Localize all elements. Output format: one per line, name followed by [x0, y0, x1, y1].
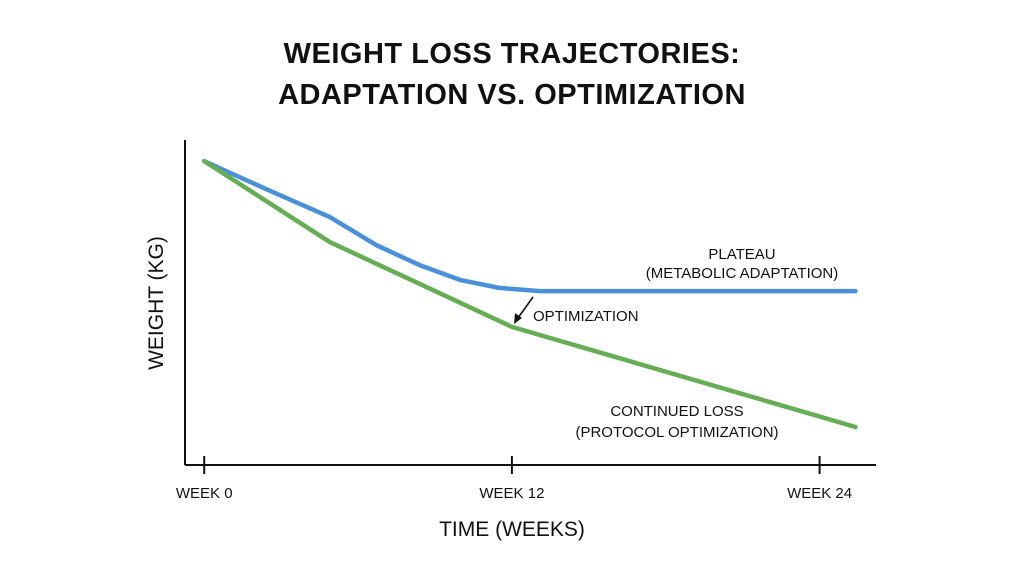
x-axis-label: TIME (WEEKS): [439, 518, 585, 541]
plateau-annotation-line-2: (METABOLIC ADAPTATION): [646, 265, 839, 282]
series-line-continued: [201, 158, 858, 430]
optimization-arrow-icon: [517, 296, 534, 319]
arrowhead-icon: [514, 313, 522, 324]
x-tick-label: WEEK 12: [479, 485, 544, 502]
x-tick-label: WEEK 0: [176, 485, 233, 502]
chart-title-line-2: ADAPTATION VS. OPTIMIZATION: [278, 79, 746, 111]
x-tick-label: WEEK 24: [787, 485, 852, 502]
continued-annotation-line-2: (PROTOCOL OPTIMIZATION): [575, 424, 778, 441]
chart-title-line-1: WEIGHT LOSS TRAJECTORIES:: [284, 38, 741, 70]
plateau-annotation-line-1: PLATEAU: [708, 246, 775, 263]
series-line-plateau: [201, 158, 858, 294]
optimization-annotation: OPTIMIZATION: [533, 308, 639, 325]
continued-annotation-line-1: CONTINUED LOSS: [610, 403, 743, 420]
y-axis-label: WEIGHT (KG): [145, 236, 168, 370]
